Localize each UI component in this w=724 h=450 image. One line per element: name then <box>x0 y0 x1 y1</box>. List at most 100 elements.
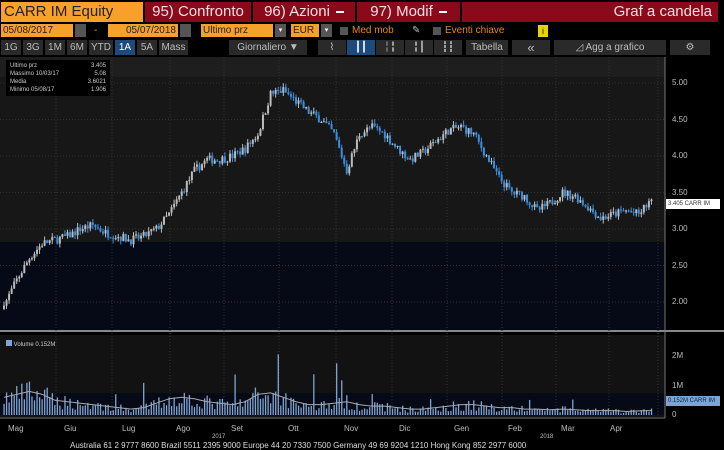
volume-bar <box>26 382 28 415</box>
candle-body <box>386 135 389 139</box>
end-date-input[interactable]: 05/07/2018 <box>108 24 178 37</box>
volume-bar <box>561 406 564 415</box>
field-select[interactable]: Ultimo prz <box>201 24 273 37</box>
calendar-icon[interactable] <box>180 24 191 37</box>
volume-bar <box>303 403 305 415</box>
candle-body <box>122 234 125 241</box>
security-field[interactable]: CARR IM Equity <box>1 2 143 22</box>
volume-bar <box>567 410 569 415</box>
volume-bar <box>605 409 607 415</box>
start-date-input[interactable]: 05/08/2017 <box>1 24 73 37</box>
volume-bar <box>523 411 526 415</box>
period-mass[interactable]: Mass <box>159 40 188 55</box>
candle-body <box>630 210 633 213</box>
period-6m[interactable]: 6M <box>67 40 87 55</box>
candle-body <box>79 227 82 232</box>
volume-bar <box>526 410 528 415</box>
candle-body <box>221 156 224 164</box>
volume-bar <box>160 407 163 415</box>
candle-body <box>53 236 56 238</box>
chevron-down-icon[interactable]: ▾ <box>275 24 286 37</box>
candle-body <box>475 132 478 135</box>
chevron-down-icon[interactable]: ▾ <box>321 24 332 37</box>
volume-bar <box>493 407 495 415</box>
candle-body <box>490 161 493 163</box>
period-ytd[interactable]: YTD <box>89 40 113 55</box>
month-tick-label: Feb <box>508 424 522 433</box>
volume-bar <box>183 392 185 415</box>
volume-tick-label: 0 <box>672 410 677 419</box>
candle-body <box>599 216 602 220</box>
volume-bar <box>107 404 109 415</box>
candle-body <box>584 204 587 207</box>
candle-body <box>198 164 201 171</box>
legend-value: 3.6021 <box>87 79 106 85</box>
volume-bar <box>490 404 493 415</box>
key-events-label: Eventi chiave <box>445 25 505 36</box>
frequency-select[interactable]: Giornaliero ▼ <box>229 40 307 55</box>
volume-bar <box>435 407 437 415</box>
volume-bar <box>87 403 89 415</box>
add-to-chart-button[interactable]: ◿ Agg a grafico <box>554 40 666 55</box>
info-icon[interactable]: i <box>538 25 548 37</box>
currency-select[interactable]: EUR <box>291 24 319 37</box>
ohlc-icon[interactable]: ╏┃ <box>405 40 433 55</box>
volume-bar <box>242 406 244 415</box>
candle-body <box>109 237 112 239</box>
volume-bar <box>56 397 59 415</box>
volume-bar <box>300 407 302 415</box>
period-1m[interactable]: 1M <box>45 40 65 55</box>
modify-button[interactable]: 97) Modif <box>357 2 460 22</box>
volume-bar <box>577 410 579 415</box>
candle-body <box>579 200 582 203</box>
settings-button[interactable]: ⚙ <box>670 40 710 55</box>
table-button[interactable]: Tabella <box>466 40 508 55</box>
volume-bar <box>620 413 622 415</box>
candle-body <box>36 249 39 254</box>
candle-body <box>5 300 8 306</box>
price-tick-label: 2.50 <box>672 260 688 270</box>
period-3g[interactable]: 3G <box>23 40 43 55</box>
period-1g[interactable]: 1G <box>1 40 21 55</box>
volume-bar <box>541 409 543 415</box>
volume-bar <box>264 395 267 415</box>
candle-body <box>520 191 523 200</box>
volume-bar <box>153 400 155 415</box>
candle-body <box>594 212 597 218</box>
period-5a[interactable]: 5A <box>137 40 157 55</box>
candle-body <box>56 237 59 244</box>
volume-bar <box>450 410 452 415</box>
candle-body <box>376 126 379 128</box>
hlc-icon[interactable]: ┇┇ <box>434 40 462 55</box>
actions-button[interactable]: 96) Azioni <box>253 2 355 22</box>
volume-bar <box>465 403 467 415</box>
volume-bar <box>49 396 51 415</box>
volume-bar <box>280 405 282 415</box>
pencil-icon[interactable]: ✎ <box>412 25 421 36</box>
volume-bar <box>376 402 378 415</box>
candle-body <box>586 206 589 211</box>
compare-button[interactable]: 95) Confronto <box>145 2 251 22</box>
month-tick-label: Dic <box>399 424 411 433</box>
volume-bar <box>193 407 196 415</box>
volume-bar <box>582 409 584 415</box>
legend-value: 5.08 <box>94 71 106 77</box>
candle-body <box>642 205 645 213</box>
calendar-icon[interactable] <box>75 24 86 37</box>
key-events-checkbox[interactable] <box>433 27 441 35</box>
volume-bar <box>333 405 335 415</box>
collapse-button[interactable]: « <box>512 40 550 55</box>
price-legend: Ultimo prz 3.405 Massimo 10/03/17 5.08 Media… <box>6 60 110 96</box>
volume-bar <box>236 406 239 415</box>
candle-chart-icon[interactable]: ┃┃ <box>347 40 375 55</box>
moving-avg-checkbox[interactable] <box>340 27 348 35</box>
bar-chart-icon[interactable]: ╎╏ <box>376 40 404 55</box>
period-1a[interactable]: 1A <box>115 40 135 55</box>
line-chart-icon[interactable]: ⌇ <box>318 40 346 55</box>
volume-bar <box>556 408 559 415</box>
candle-body <box>145 232 148 237</box>
candle-body <box>592 208 595 213</box>
candle-body <box>454 124 457 128</box>
volume-bar <box>422 406 424 415</box>
candle-body <box>203 160 206 165</box>
